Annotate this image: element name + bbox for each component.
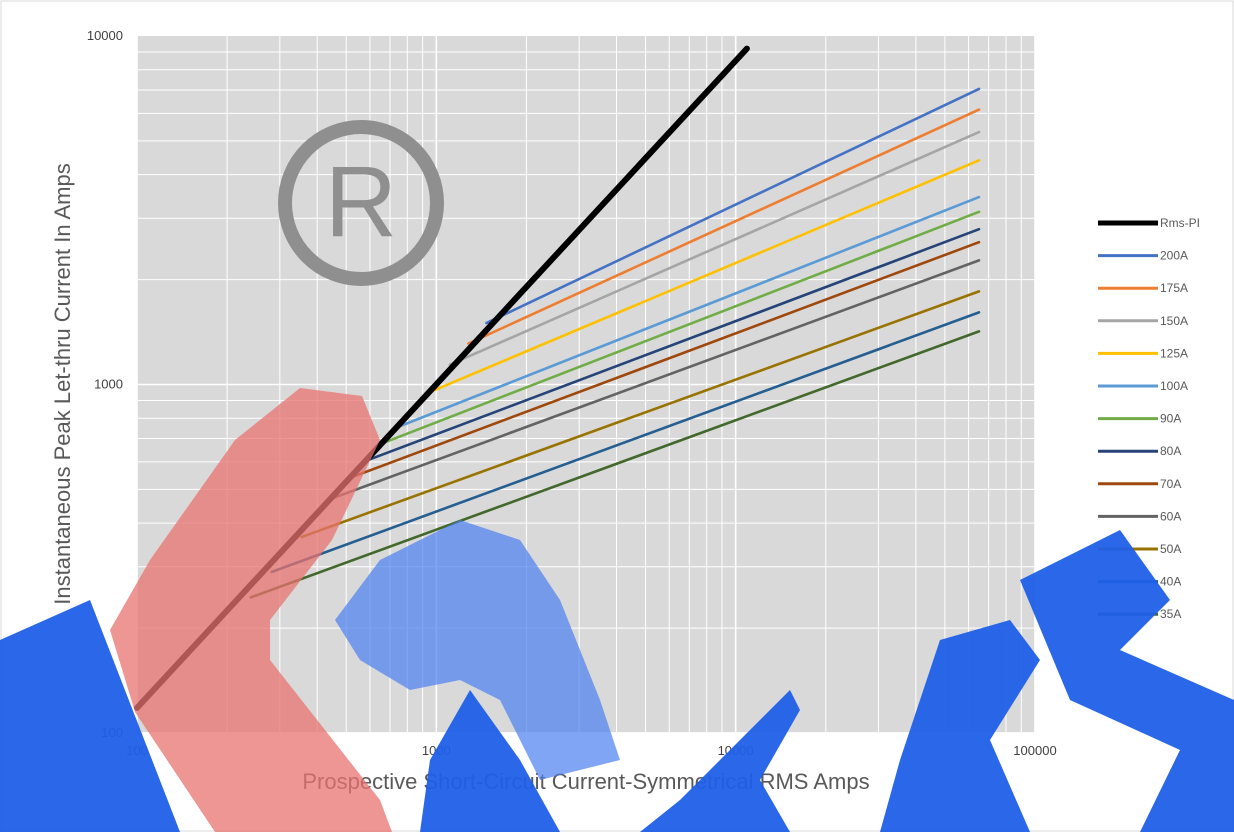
y-tick-label: 1000 [94,377,123,392]
series-line-60a [334,259,981,499]
svg-text:R: R [325,146,397,258]
x-tick-label: 100000 [1013,743,1056,758]
legend: Rms-PI 200A 175A 150A 125A 100A 90A 80A 70A 60A 50… [1098,216,1200,621]
logo-watermark [0,388,1234,832]
series-line-80a [368,227,981,461]
logo-blue-shape-lower [420,690,560,832]
series-line-175a [467,108,981,345]
x-axis-title: Prospective Short-Circuit Current-Symmet… [302,769,869,794]
series-line-100a [394,195,981,430]
series-line-200a [485,87,981,325]
series-line-50a [300,290,981,539]
legend-label: 125A [1160,346,1188,360]
registered-trademark-watermark: R [278,120,444,286]
legend-label: 100A [1160,379,1188,393]
series-line-70a [352,240,981,478]
y-tick-label: 10000 [87,28,123,43]
logo-blue-shape-c [640,690,800,832]
legend-label: 150A [1160,314,1188,328]
legend-label: 90A [1160,412,1181,426]
legend-label: 70A [1160,477,1181,491]
series-line-40a [270,311,981,574]
series-line-35a [249,330,981,599]
legend-label: 35A [1160,607,1181,621]
series-line-150a [448,130,981,367]
logo-blue-shape-far-right [1020,530,1234,832]
legend-label: 200A [1160,249,1188,263]
legend-label: 175A [1160,281,1188,295]
legend-label: 40A [1160,575,1181,589]
logo-blue-shape-left [0,600,180,832]
y-axis-title: Instantaneous Peak Let-thru Current In A… [50,163,75,604]
series-line-125a [424,159,981,396]
logo-blue-shape-middle [335,520,620,780]
legend-label: 80A [1160,444,1181,458]
logo-blue-shape-right [880,620,1040,832]
legend-label: Rms-PI [1160,216,1200,230]
series-line-90a [381,210,981,445]
legend-label: 60A [1160,509,1181,523]
logo-red-shape [110,388,392,832]
gridlines [136,36,1036,734]
legend-label: 50A [1160,542,1181,556]
series-lines [134,45,981,711]
